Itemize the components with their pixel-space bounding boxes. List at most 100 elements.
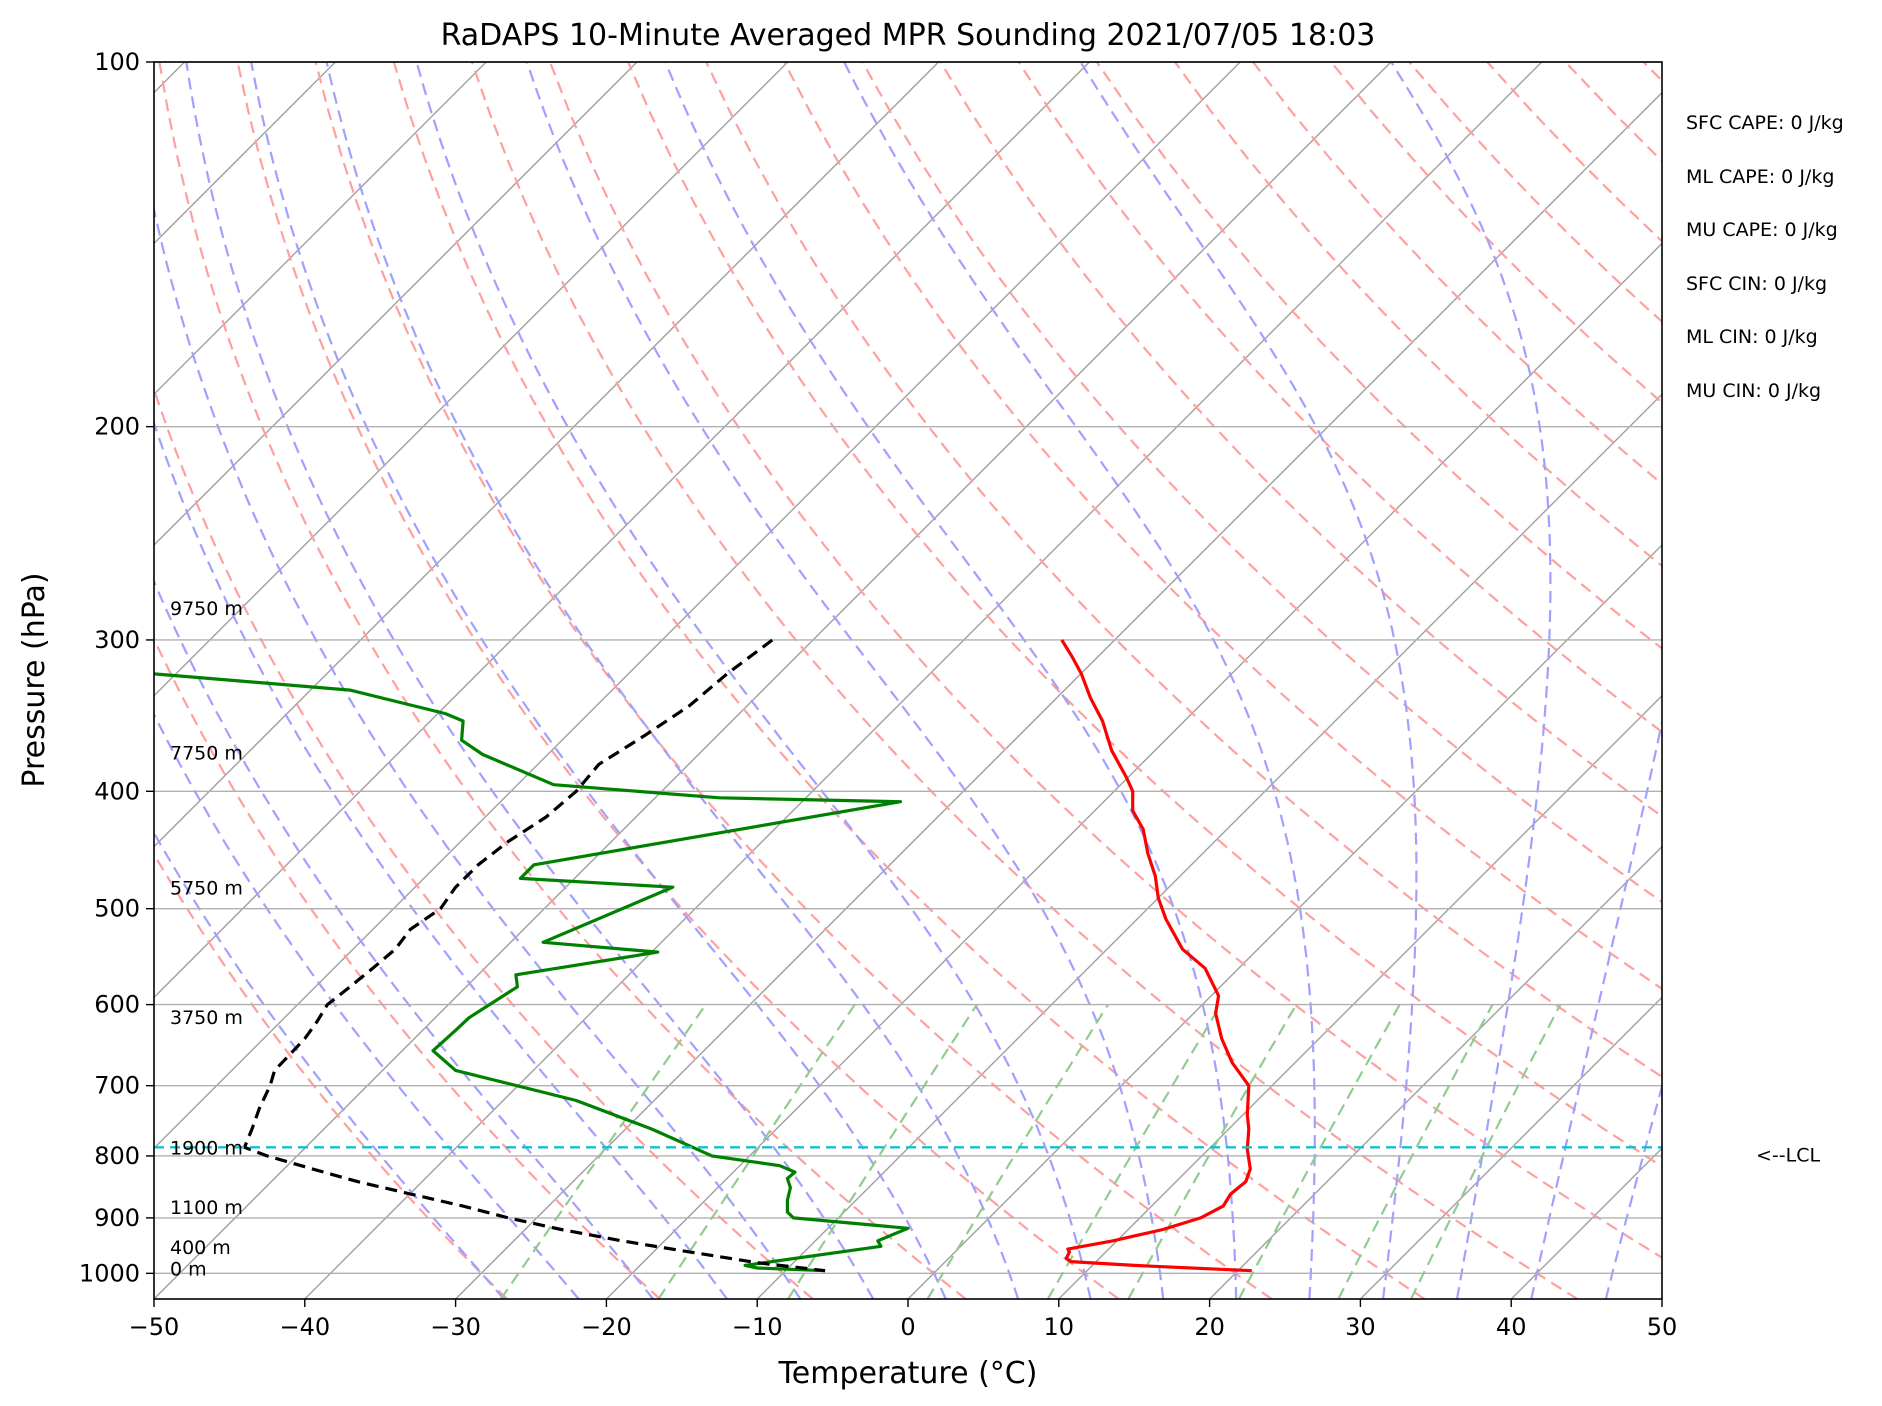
moist-adiabat-line [664,62,1238,1299]
y-tick-label: 1000 [79,1259,140,1287]
x-tick-label: −40 [279,1313,330,1341]
isotherm-line [304,62,1543,1299]
dry-adiabat-line [1330,62,1662,405]
mixing-ratio-line [1337,1004,1494,1299]
isotherm-line [154,62,940,848]
dry-adiabat-line [470,62,1579,1299]
y-axis-label: Pressure (hPa) [17,572,52,787]
y-tick-label: 400 [94,777,140,805]
dry-adiabat-line [314,62,1273,1299]
y-tick-label: 600 [94,991,140,1019]
x-tick-label: 20 [1194,1313,1225,1341]
mixing-ratio-line [787,1003,978,1299]
moist-adiabat-line [154,204,802,1299]
moist-adiabat-line [1530,717,1662,1299]
mixing-ratio-line [657,1003,856,1299]
x-tick-label: −20 [581,1313,632,1341]
x-axis-label: Temperature (°C) [778,1356,1038,1391]
x-tick-label: 0 [900,1313,915,1341]
x-tick-label: 40 [1496,1313,1527,1341]
height-label: 400 m [170,1237,231,1259]
isotherm-line [1359,996,1662,1299]
isotherm-line [1661,1298,1662,1299]
y-tick-label: 200 [94,413,140,441]
x-axis-ticks: −50 −40 −30 −20 −10 0 10 20 30 40 50 [129,1299,1678,1341]
index-sfc-cin: SFC CIN: 0 J/kg [1686,273,1827,295]
dry-adiabat-line [1017,62,1662,734]
y-tick-label: 100 [94,48,140,76]
index-sfc-cape: SFC CAPE: 0 J/kg [1686,112,1844,134]
y-tick-label: 800 [94,1142,140,1170]
dry-adiabat-line [627,62,1662,1168]
isotherm-line [756,393,1662,1299]
index-mu-cape: MU CAPE: 0 J/kg [1686,219,1838,241]
isotherm-line [1510,1147,1662,1299]
dry-adiabat-line [548,62,1662,1259]
isotherm-line [154,62,638,546]
dry-adiabat-line [154,636,661,1299]
moist-adiabat-line [415,62,1092,1299]
isotherm-line [605,242,1662,1299]
isotherm-line [154,62,1241,1150]
y-axis-ticks: 100 200 300 400 500 600 700 800 900 1000 [79,48,154,1287]
height-labels: 9750 m 7750 m 5750 m 3750 m 1900 m 1100 m 400 … [170,598,243,1280]
dry-adiabat-line [783,62,1662,991]
moist-adiabat-line [154,830,505,1299]
dry-adiabat-line [392,62,1426,1299]
dry-adiabat-line [1722,62,1882,1299]
isotherm-line [154,62,1392,1299]
dry-adiabat-line [158,62,967,1299]
moist-adiabat-line [325,62,1020,1299]
x-tick-label: −50 [129,1313,180,1341]
moist-adiabat-line [1390,62,1552,1299]
series-line-1 [154,672,910,1273]
dry-adiabat-line [236,62,1120,1299]
mixing-ratio-line [1237,1004,1401,1299]
y-tick-label: 500 [94,895,140,923]
moist-adiabat-line [154,712,580,1299]
height-label: 9750 m [170,598,243,620]
y-tick-label: 300 [94,626,140,654]
moist-adiabat-line [1604,1082,1662,1299]
mixing-ratio-line [499,1003,707,1299]
moist-adiabat-line [1079,62,1418,1299]
x-tick-label: 50 [1647,1313,1678,1341]
index-ml-cin: ML CIN: 0 J/kg [1686,326,1818,348]
isotherm-line [154,62,1090,999]
moist-adiabat-line [154,419,728,1299]
series-line-0 [1060,639,1252,1273]
moist-adiabat-line [250,62,947,1299]
moist-adiabat-line [843,62,1316,1299]
isotherm-line [1209,845,1662,1299]
isotherm-line [154,62,789,697]
moist-adiabat-line [154,578,655,1299]
isotherm-line [455,91,1662,1299]
isotherm-line [154,62,487,396]
height-label: 7750 m [170,742,243,764]
height-label: 0 m [170,1258,207,1280]
mixing-ratio-line [1410,1004,1562,1299]
height-label: 3750 m [170,1007,243,1029]
isotherm-line [1813,62,1882,1299]
height-label: 1100 m [170,1197,243,1219]
indices-panel: SFC CAPE: 0 J/kg ML CAPE: 0 J/kg MU CAPE… [1686,112,1844,402]
isotherm-line [907,544,1662,1299]
dry-adiabat-line [1408,62,1662,324]
dry-adiabat-line [705,62,1662,1079]
mixing-ratio-line [1046,1004,1222,1299]
height-label: 1900 m [170,1138,243,1160]
dry-adiabat-line [1095,62,1662,650]
x-tick-label: −10 [732,1313,783,1341]
dry-adiabat-line [861,62,1662,904]
series-line-2 [242,638,826,1273]
dry-adiabat-line [1174,62,1662,568]
dry-adiabat-line [1564,62,1662,163]
mixing-ratio-line [926,1004,1109,1299]
dry-adiabat-line [1642,62,1662,83]
background-lines [154,62,1882,1299]
x-tick-label: −30 [430,1313,481,1341]
isotherm-line [1058,694,1662,1299]
chart-title: RaDAPS 10-Minute Averaged MPR Sounding 2… [441,18,1376,53]
dry-adiabat-line [1800,62,1882,1299]
